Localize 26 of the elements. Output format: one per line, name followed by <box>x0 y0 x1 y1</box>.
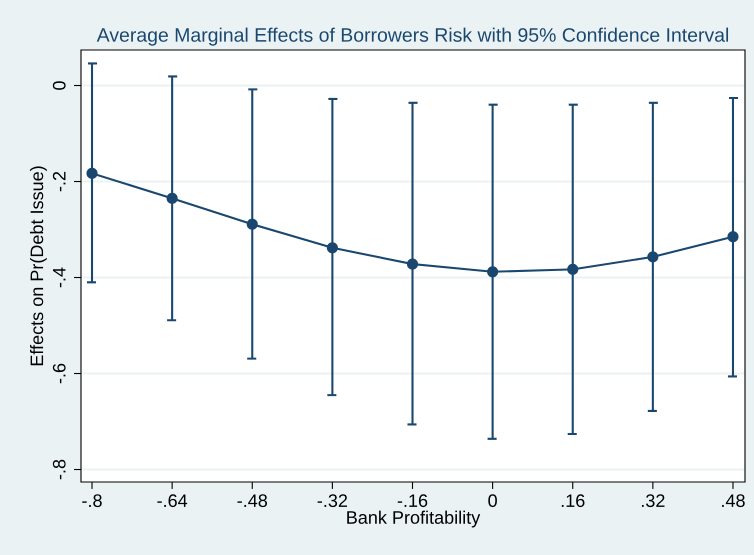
point <box>86 168 98 179</box>
x-tick-label: -.16 <box>398 494 428 508</box>
x-tick-label: .16 <box>562 494 584 508</box>
x-axis-title: Bank Profitability <box>347 510 480 528</box>
y-tick-label: -.4 <box>53 268 66 288</box>
y-tick-label: 0 <box>52 81 66 90</box>
x-tick-label: -.8 <box>82 494 102 508</box>
x-tick-label: -.64 <box>157 494 188 508</box>
x-tick-label: .48 <box>722 494 745 508</box>
point <box>567 264 578 275</box>
x-tick-label: 0 <box>488 494 497 508</box>
point <box>647 251 658 262</box>
point <box>326 242 338 254</box>
x-tick-label: -.48 <box>238 494 268 508</box>
y-tick-label: -.2 <box>52 172 66 192</box>
y-tick-label: -.8 <box>52 460 66 480</box>
y-tick-label: -.6 <box>52 364 66 384</box>
x-tick-label: .32 <box>642 494 665 508</box>
y-axis-title: Effects on Pr(Debt Issue) <box>30 166 47 366</box>
chart-title: Average Marginal Effects of Borrowers Risk with 95% Confidence Interval <box>96 28 728 46</box>
point <box>487 266 498 278</box>
x-tick-label: -.32 <box>318 494 348 508</box>
point <box>246 218 258 230</box>
point <box>406 258 418 270</box>
point <box>727 231 739 242</box>
point <box>166 192 178 204</box>
